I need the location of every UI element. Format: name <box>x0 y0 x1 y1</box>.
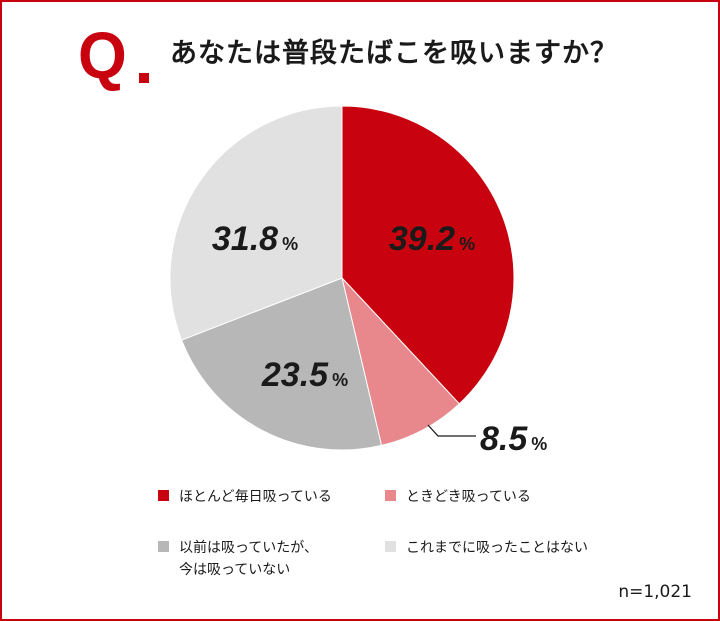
value-label-daily: 39.2% <box>389 220 475 258</box>
legend-item-daily: ほとんど毎日吸っている <box>158 486 332 508</box>
legend-item-never: これまでに吸ったことはない <box>385 537 588 559</box>
pie-slice-daily <box>341 105 515 405</box>
legend-item-sometimes: ときどき吸っている <box>385 486 531 508</box>
legend-label-former: 以前は吸っていたが、 今は吸っていない <box>179 540 319 578</box>
legend-swatch-former <box>158 541 169 552</box>
q-mark: Q <box>78 18 127 92</box>
legend-item-former: 以前は吸っていたが、 今は吸っていない <box>158 537 318 581</box>
pie-slice-never <box>169 105 343 341</box>
q-mark-dot <box>139 73 149 83</box>
pie-slice-sometimes <box>341 276 460 447</box>
value-label-never: 31.8% <box>212 220 298 258</box>
legend-swatch-sometimes <box>385 490 396 501</box>
leader-line-sometimes <box>427 424 476 437</box>
value-label-former: 23.5% <box>261 356 348 394</box>
value-label-sometimes: 8.5% <box>480 420 547 458</box>
legend-label-daily: ほとんど毎日吸っている <box>179 489 332 505</box>
question-title: あなたは普段たばこを吸いますか？ <box>170 38 618 69</box>
sample-size: n=1,021 <box>618 582 692 602</box>
legend-label-never: これまでに吸ったことはない <box>406 540 588 556</box>
legend-swatch-daily <box>158 490 169 501</box>
legend-label-sometimes: ときどき吸っている <box>406 489 531 505</box>
legend-swatch-never <box>385 541 396 552</box>
